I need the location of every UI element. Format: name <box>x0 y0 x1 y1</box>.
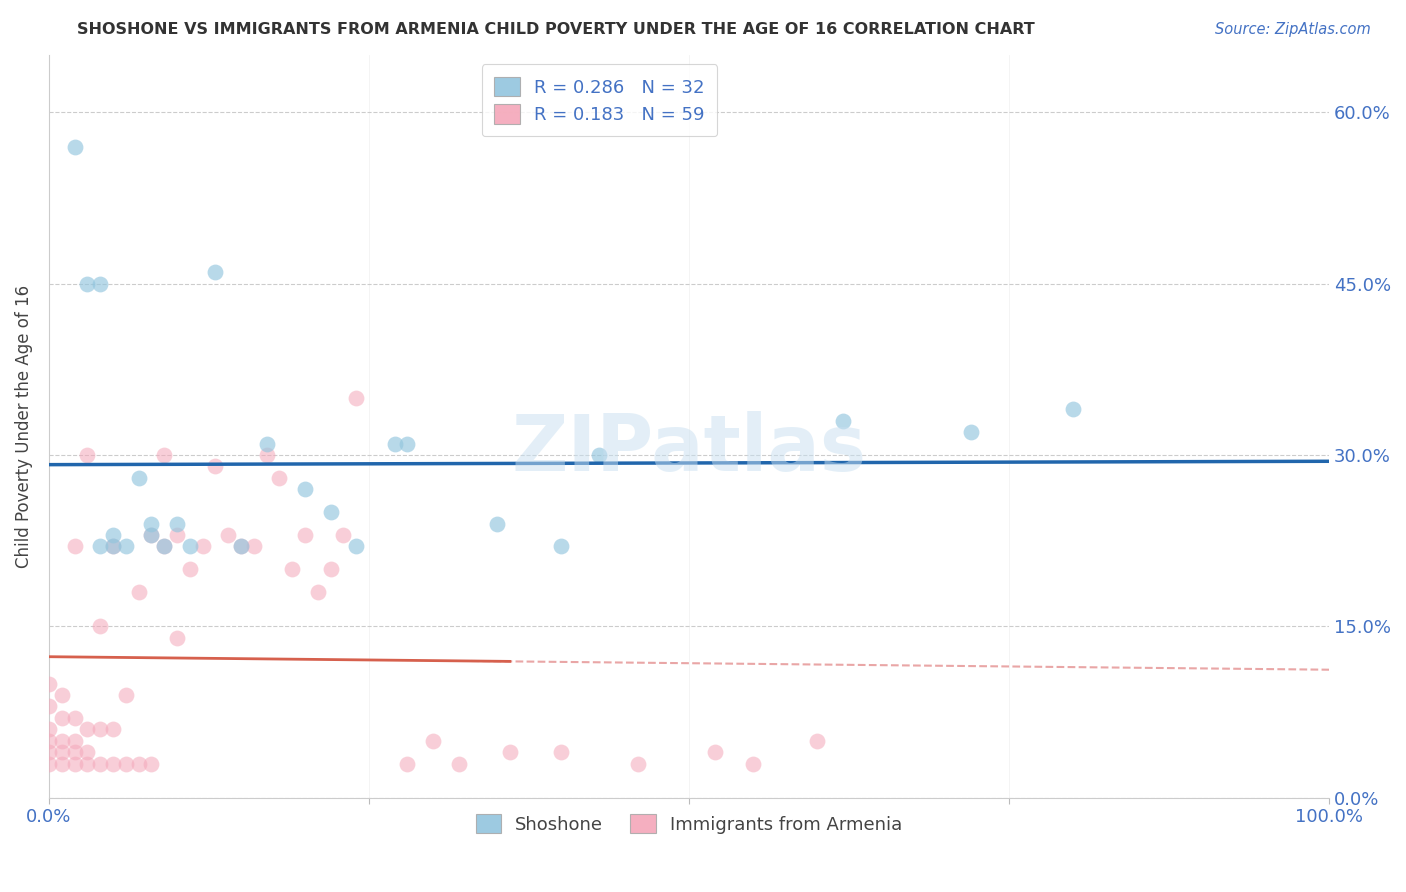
Legend: Shoshone, Immigrants from Armenia: Shoshone, Immigrants from Armenia <box>468 806 910 841</box>
Point <box>89 540 111 554</box>
Point <box>485 516 508 531</box>
Point <box>396 756 419 771</box>
Point <box>307 585 329 599</box>
Point <box>51 688 73 702</box>
Point <box>179 562 201 576</box>
Point <box>141 528 163 542</box>
Point <box>447 756 470 771</box>
Point <box>269 471 291 485</box>
Point <box>63 139 86 153</box>
Point <box>63 733 86 747</box>
Point <box>281 562 304 576</box>
Point <box>1062 402 1084 417</box>
Y-axis label: Child Poverty Under the Age of 16: Child Poverty Under the Age of 16 <box>15 285 32 568</box>
Point <box>101 540 124 554</box>
Point <box>76 277 98 291</box>
Point <box>38 733 60 747</box>
Point <box>89 723 111 737</box>
Point <box>550 540 572 554</box>
Point <box>499 745 522 759</box>
Point <box>831 414 853 428</box>
Point <box>229 540 252 554</box>
Text: ZIPatlas: ZIPatlas <box>512 410 866 487</box>
Point <box>204 459 226 474</box>
Point <box>319 505 342 519</box>
Point <box>76 745 98 759</box>
Point <box>166 528 188 542</box>
Point <box>806 733 828 747</box>
Point <box>38 676 60 690</box>
Point <box>179 540 201 554</box>
Point <box>38 723 60 737</box>
Point <box>63 756 86 771</box>
Point <box>153 540 176 554</box>
Point <box>959 425 981 440</box>
Point <box>294 483 316 497</box>
Point <box>101 756 124 771</box>
Point <box>101 528 124 542</box>
Point <box>128 471 150 485</box>
Point <box>396 436 419 450</box>
Point <box>344 391 367 405</box>
Point <box>76 723 98 737</box>
Point <box>114 688 136 702</box>
Point <box>38 756 60 771</box>
Point <box>128 756 150 771</box>
Point <box>256 436 278 450</box>
Point <box>319 562 342 576</box>
Point <box>550 745 572 759</box>
Point <box>204 265 226 279</box>
Point <box>76 448 98 462</box>
Point <box>217 528 239 542</box>
Point <box>89 277 111 291</box>
Point <box>384 436 406 450</box>
Point <box>128 585 150 599</box>
Point <box>63 745 86 759</box>
Point <box>742 756 765 771</box>
Point <box>141 516 163 531</box>
Point <box>153 540 176 554</box>
Text: SHOSHONE VS IMMIGRANTS FROM ARMENIA CHILD POVERTY UNDER THE AGE OF 16 CORRELATIO: SHOSHONE VS IMMIGRANTS FROM ARMENIA CHIL… <box>77 22 1035 37</box>
Point <box>51 733 73 747</box>
Point <box>229 540 252 554</box>
Point <box>38 745 60 759</box>
Point <box>51 745 73 759</box>
Point <box>76 756 98 771</box>
Point <box>141 528 163 542</box>
Point <box>63 540 86 554</box>
Point <box>153 448 176 462</box>
Point <box>89 619 111 633</box>
Point <box>89 756 111 771</box>
Point <box>344 540 367 554</box>
Point <box>141 756 163 771</box>
Point <box>38 699 60 714</box>
Point <box>101 540 124 554</box>
Point <box>114 540 136 554</box>
Point <box>294 528 316 542</box>
Point <box>166 516 188 531</box>
Text: Source: ZipAtlas.com: Source: ZipAtlas.com <box>1215 22 1371 37</box>
Point <box>332 528 354 542</box>
Point <box>588 448 610 462</box>
Point <box>627 756 650 771</box>
Point <box>166 631 188 645</box>
Point <box>51 711 73 725</box>
Point <box>256 448 278 462</box>
Point <box>101 723 124 737</box>
Point <box>51 756 73 771</box>
Point <box>242 540 264 554</box>
Point <box>63 711 86 725</box>
Point <box>703 745 725 759</box>
Point <box>191 540 214 554</box>
Point <box>422 733 444 747</box>
Point <box>114 756 136 771</box>
